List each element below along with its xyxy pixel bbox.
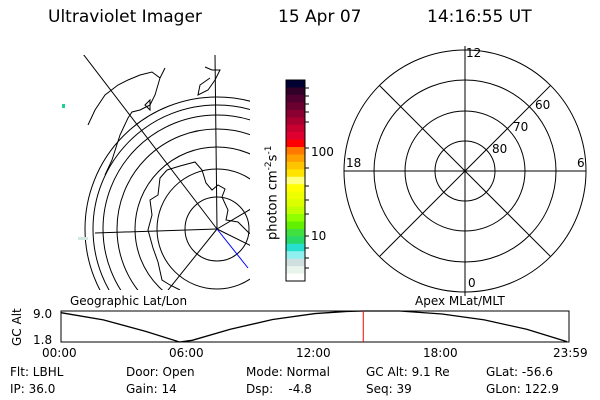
colorbar-band (286, 206, 305, 215)
alt-tick-min: 1.8 (33, 333, 53, 347)
colorbar-frame (285, 79, 306, 282)
latitude-circle (156, 168, 250, 290)
colorbar-tick-10: 10 (311, 229, 327, 243)
filter-status: Flt: LBHL (10, 365, 64, 379)
colorbar-tick-100: 100 (311, 145, 334, 159)
gc-alt-status: GC Alt: 9.1 Re (366, 365, 450, 379)
colorbar-band (286, 176, 305, 185)
mode-status: Mode: Normal (246, 365, 330, 379)
colorbar-band (286, 243, 305, 252)
longitude-line (94, 228, 218, 234)
latitude-circle (116, 128, 250, 290)
colorbar-band (286, 169, 305, 178)
unit-exp: -2 (264, 161, 274, 171)
ip-status: IP: 36.0 (10, 382, 56, 396)
latitude-circle (84, 96, 250, 290)
apex-polar-grid (343, 46, 587, 296)
time-tick: 00:00 (42, 346, 77, 360)
longitude-line (216, 228, 250, 246)
colorbar-band (286, 147, 305, 155)
time: 14:16:55 UT (427, 7, 532, 27)
colorbar-band (286, 214, 305, 222)
date: 15 Apr 07 (278, 7, 362, 27)
mlt-line-diagonal (379, 85, 551, 257)
unit-exp: -1 (264, 145, 274, 155)
colorbar-band (286, 221, 305, 230)
colorbar-band (286, 94, 305, 103)
time-tick: 18:00 (423, 346, 458, 360)
mlt-label-0: 0 (468, 276, 476, 290)
longitude-line (83, 55, 218, 230)
lat-label-70: 70 (513, 120, 529, 134)
geographic-label: Geographic Lat/Lon (70, 294, 188, 308)
colorbar (285, 79, 309, 282)
glat-status: GLat: -56.6 (486, 365, 553, 379)
antarctica-coastline (147, 161, 250, 290)
colorbar-band (286, 124, 305, 133)
colorbar-band (286, 80, 305, 88)
lat-label-60: 60 (535, 98, 551, 112)
colorbar-band (286, 199, 305, 208)
new-zealand-coastline (104, 66, 221, 176)
latitude-circle (92, 104, 250, 290)
coastline (87, 79, 151, 126)
aurora-pixel (78, 237, 88, 240)
colorbar-band (286, 258, 305, 267)
colorbar-band (286, 117, 305, 126)
longitude-line (167, 228, 218, 290)
unit-text: s (265, 154, 281, 162)
mlt-label-6: 6 (577, 156, 585, 170)
glon-status: GLon: 122.9 (486, 382, 559, 396)
alt-axis-label: GC Alt (10, 308, 24, 346)
colorbar-band (286, 228, 305, 237)
colorbar-band (286, 109, 305, 118)
colorbar-band (286, 132, 305, 141)
seq-status: Seq: 39 (366, 382, 412, 396)
colorbar-band (286, 161, 305, 170)
aurora-pixel (62, 104, 65, 108)
sun-direction-line (216, 228, 249, 269)
alt-tick-max: 9.0 (33, 307, 53, 321)
colorbar-label: photon cm-2s-1 (264, 146, 280, 240)
mlt-label-12: 12 (466, 46, 482, 60)
door-status: Door: Open (126, 365, 195, 379)
colorbar-band (286, 236, 305, 245)
latitude-circle (134, 146, 250, 290)
gain-status: Gain: 14 (126, 382, 177, 396)
colorbar-band (286, 87, 305, 96)
time-tick: 06:00 (169, 346, 204, 360)
dsp-status: Dsp: -4.8 (246, 382, 312, 396)
colorbar-band (286, 251, 305, 260)
apex-label: Apex MLat/MLT (415, 294, 505, 308)
time-tick: 23:59 (553, 346, 588, 360)
colorbar-band (286, 154, 305, 163)
mlt-label-18: 18 (346, 156, 362, 170)
altitude-plot-frame (60, 310, 570, 343)
longitude-line (214, 55, 218, 230)
instrument-title: Ultraviolet Imager (48, 7, 202, 27)
unit-text: photon cm (265, 170, 281, 240)
colorbar-band (286, 184, 305, 193)
geographic-map (62, 55, 250, 290)
colorbar-band (286, 139, 305, 148)
altitude-plot (60, 310, 570, 343)
colorbar-band (286, 266, 305, 275)
colorbar-band (286, 273, 305, 282)
altitude-curve (60, 310, 568, 343)
time-tick: 12:00 (296, 346, 331, 360)
latitude-circle (102, 114, 250, 290)
colorbar-band (286, 102, 305, 111)
lat-label-80: 80 (492, 142, 508, 156)
colorbar-band (286, 191, 305, 200)
